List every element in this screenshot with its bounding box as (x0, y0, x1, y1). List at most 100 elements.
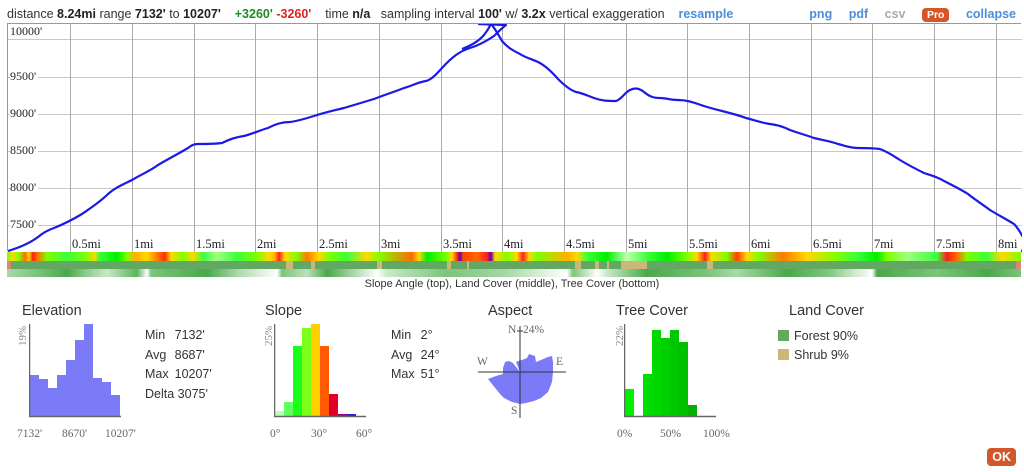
x-tick-6.5mi: 6.5mi (813, 237, 842, 251)
stat-label-max: Max (145, 367, 169, 381)
slope-x1: 30° (311, 428, 328, 440)
elevation-profile-chart[interactable]: 10000' 9500' 9000' 8500' 8000' 7500' 0.5… (7, 23, 1022, 252)
aspect-rose-chart (478, 326, 566, 418)
aspect-w-label: W (477, 356, 488, 368)
stat-label-avg: Avg (391, 347, 413, 362)
distance-label: distance (7, 7, 54, 21)
range-max: 10207' (183, 7, 221, 21)
x-tick-1mi: 1mi (134, 237, 154, 251)
time-value: n/a (352, 7, 371, 21)
sampling-label: sampling interval (380, 7, 475, 21)
y-tick-9000: 9000' (10, 106, 39, 121)
legend-value: 9% (830, 347, 849, 362)
y-tick-9500: 9500' (10, 69, 39, 84)
elevation-histogram (29, 324, 121, 418)
forest-swatch-icon (778, 330, 789, 341)
tree-cover-title: Tree Cover (616, 303, 688, 319)
elevation-line-peak (461, 24, 1022, 252)
elevation-x0: 7132' (17, 428, 43, 440)
pro-badge[interactable]: Pro (921, 8, 950, 22)
aspect-s-label: S (511, 405, 518, 417)
legend-label: Shrub (794, 347, 828, 362)
slope-title: Slope (265, 303, 303, 319)
stat-delta: Delta 3075' (145, 386, 208, 401)
ok-button[interactable]: OK (987, 448, 1016, 466)
x-tick-3.5mi: 3.5mi (443, 237, 472, 251)
x-tick-7mi: 7mi (874, 237, 894, 251)
x-tick-4.5mi: 4.5mi (566, 237, 595, 251)
land-cover-panel: Land Cover (789, 303, 864, 319)
y-tick-8000: 8000' (10, 180, 39, 195)
legend-value: 90% (832, 328, 858, 343)
collapse-link[interactable]: collapse (965, 7, 1016, 21)
export-links: png pdf csv Pro collapse (796, 7, 1016, 22)
legend-label: Forest (794, 328, 830, 343)
slope-x2: 60° (356, 428, 373, 440)
stat-label-min: Min (391, 328, 412, 342)
x-tick-0.5mi: 0.5mi (72, 237, 101, 251)
legend-item-shrub: Shrub 9% (778, 345, 858, 364)
stat-value-avg: 24° (420, 347, 440, 362)
stat-label-min: Min (145, 328, 166, 342)
x-tick-3mi: 3mi (381, 237, 401, 251)
tree-cover-histogram (624, 324, 716, 418)
export-pdf-link[interactable]: pdf (848, 7, 869, 21)
tree-cover-strip (7, 269, 1021, 277)
elevation-histogram-panel: Elevation (22, 303, 82, 319)
time-label: time (325, 7, 349, 21)
y-tick-8500: 8500' (10, 143, 39, 158)
tree-cover-histogram-panel: Tree Cover (616, 303, 688, 319)
elevation-title: Elevation (22, 303, 82, 319)
range-min: 7132' (134, 7, 166, 21)
range-to: to (169, 7, 180, 21)
export-png-link[interactable]: png (809, 7, 833, 21)
elevation-gain: +3260' (234, 7, 273, 21)
land-cover-legend: Forest 90% Shrub 9% (778, 326, 858, 364)
resample-link[interactable]: resample (678, 7, 734, 21)
shrub-swatch-icon (778, 349, 789, 360)
y-tick-10000: 10000' (10, 24, 45, 39)
aspect-e-label: E (556, 356, 564, 368)
sampling-value: 100' (478, 7, 502, 21)
exaggeration-value: 3.2x (521, 7, 546, 21)
stat-value-min: 2° (420, 328, 433, 342)
aspect-title: Aspect (488, 303, 533, 319)
tree-cover-x0: 0% (617, 428, 633, 440)
land-cover-title: Land Cover (789, 303, 864, 319)
exaggeration-label: vertical exaggeration (549, 7, 665, 21)
slope-histogram (274, 324, 366, 418)
slope-angle-strip (7, 252, 1021, 261)
elevation-ymax: 19% (17, 325, 29, 346)
x-tick-5.5mi: 5.5mi (689, 237, 718, 251)
range-label: range (99, 7, 132, 21)
elevation-line (8, 24, 508, 252)
with-label: w/ (505, 7, 518, 21)
elevation-x1: 8670' (62, 428, 88, 440)
elevation-stats: Min 7132' Avg 8687' Max 10207' Delta 3075' (145, 326, 218, 404)
x-tick-7.5mi: 7.5mi (936, 237, 965, 251)
distance-value: 8.24mi (57, 7, 96, 21)
land-cover-strip (7, 261, 1021, 269)
vertical-gridlines (70, 24, 997, 252)
aspect-n-label: N (508, 324, 517, 336)
stat-value-min: 7132' (174, 328, 205, 342)
horizontal-gridlines (8, 39, 1022, 226)
x-tick-8mi: 8mi (998, 237, 1018, 251)
aspect-rose-panel: Aspect (488, 303, 532, 319)
x-tick-2.5mi: 2.5mi (319, 237, 348, 251)
stat-value-avg: 8687' (174, 347, 205, 362)
x-tick-6mi: 6mi (751, 237, 771, 251)
profile-summary-bar: distance 8.24mi range 7132' to 10207' +3… (7, 7, 1019, 23)
x-tick-1.5mi: 1.5mi (196, 237, 225, 251)
elevation-loss: -3260' (276, 7, 312, 21)
stat-label-avg: Avg (145, 347, 167, 362)
export-csv-link[interactable]: csv (884, 7, 906, 21)
profile-svg (8, 24, 1022, 252)
strip-caption: Slope Angle (top), Land Cover (middle), … (364, 278, 660, 290)
aspect-max-label: 24% (523, 324, 545, 336)
stat-value-max: 51° (420, 367, 440, 381)
slope-histogram-panel: Slope (265, 303, 302, 319)
x-tick-2mi: 2mi (257, 237, 277, 251)
legend-item-forest: Forest 90% (778, 326, 858, 345)
slope-x0: 0° (270, 428, 281, 440)
